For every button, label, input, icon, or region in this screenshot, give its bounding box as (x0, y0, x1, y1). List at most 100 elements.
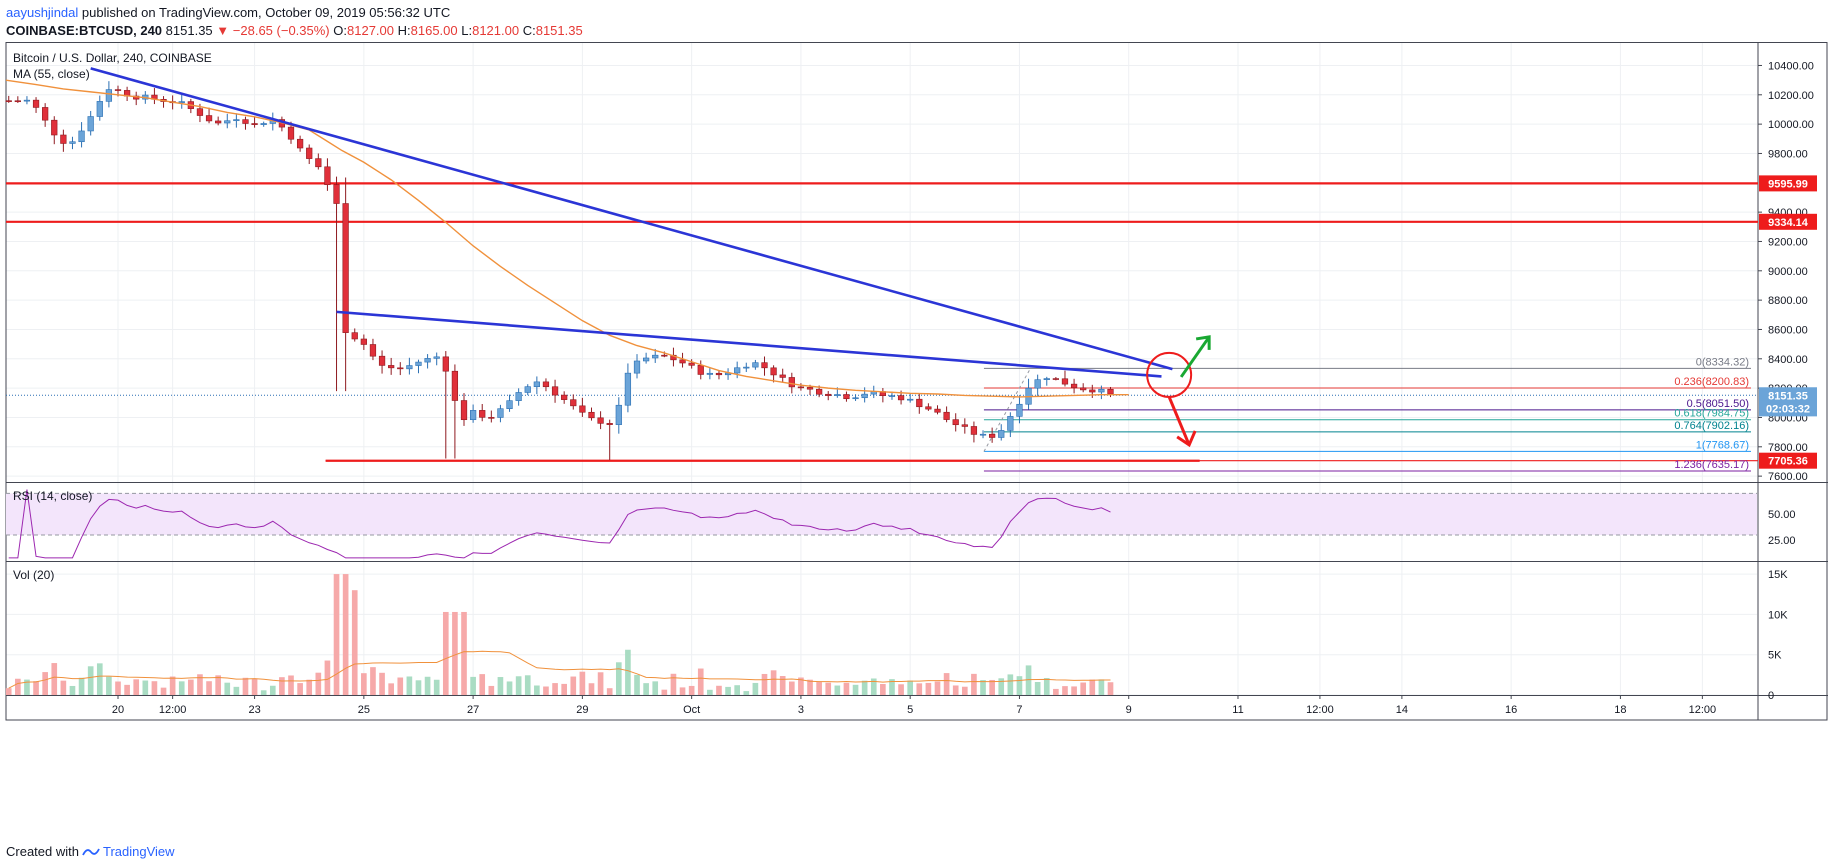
volume-bar (315, 672, 322, 695)
tradingview-link[interactable]: TradingView (102, 844, 175, 859)
change-arrow-icon: ▼ (216, 23, 230, 38)
frame-border (5, 42, 1828, 721)
candle-body (23, 99, 31, 102)
level-badge: 9595.99 (1768, 178, 1808, 190)
candle-body (5, 100, 12, 102)
candle-body (561, 394, 568, 400)
chart-title: Bitcoin / U.S. Dollar, 240, COINBASE (13, 51, 212, 65)
time-tick-label: 29 (576, 704, 588, 716)
candle-body (788, 377, 795, 388)
fib-label: 0.764(7902.16) (1674, 420, 1749, 432)
volume-bar (734, 685, 740, 695)
fib-label: 0.5(8051.50) (1687, 398, 1749, 410)
volume-bar (96, 663, 103, 695)
volume-tick-label: 0 (1768, 690, 1774, 702)
time-tick-label: 9 (1126, 704, 1132, 716)
candle-body (588, 411, 595, 419)
trendline (336, 310, 1162, 378)
candle-body (260, 123, 267, 125)
volume-bar (178, 681, 185, 695)
candle-body (551, 386, 559, 396)
time-tick-label: 16 (1505, 704, 1517, 716)
volume-bar (288, 675, 294, 695)
fib-label: 0.236(8200.83) (1674, 376, 1749, 388)
candle-body (770, 367, 777, 376)
candle-body (1016, 403, 1023, 417)
candle-body (360, 338, 367, 345)
volume-bar (743, 691, 750, 695)
time-tick-label: 3 (798, 704, 804, 716)
symbol-info: COINBASE:BTCUSD, 240 8151.35 ▼ −28.65 (−… (6, 23, 583, 38)
volume-bar (461, 611, 467, 695)
volume-bar (752, 682, 759, 695)
volume-bar (761, 673, 768, 695)
candle-body (378, 355, 386, 366)
up-arrow-shaft (1179, 336, 1211, 378)
ohlc-high-label: H: (397, 23, 411, 38)
countdown-badge-bg (1759, 400, 1817, 417)
candle-body (542, 381, 550, 388)
candle-body (397, 367, 404, 370)
candle-body (251, 123, 258, 125)
time-tick-label: 20 (112, 704, 124, 716)
volume-bar (588, 683, 595, 695)
volume-bar (506, 681, 513, 695)
candle-body (87, 116, 94, 132)
candle-body (242, 119, 249, 124)
up-arrow-head (1195, 335, 1211, 350)
candle-body (233, 119, 240, 122)
candle-body (215, 120, 222, 124)
volume-bar (397, 677, 404, 695)
volume-bar (552, 683, 558, 695)
candle-body (752, 362, 759, 368)
volume-bar (297, 683, 303, 695)
fib-label: 0.618(7984.75) (1674, 408, 1749, 420)
time-tick-label: 12:00 (1306, 704, 1334, 716)
volume-bar (1034, 682, 1041, 695)
volume-bar (898, 684, 904, 695)
candle-body (324, 166, 331, 186)
candle-body (78, 130, 85, 143)
price-tick-label: 9200.00 (1768, 236, 1808, 248)
price-tick-label: 8800.00 (1768, 295, 1808, 307)
volume-bar (142, 680, 149, 695)
candle-body (1098, 388, 1105, 393)
ohlc-low: 8121.00 (472, 23, 520, 38)
candle-body (970, 426, 978, 435)
volume-bar (224, 682, 231, 695)
candle-body (779, 374, 786, 378)
annotations (1146, 335, 1211, 448)
price-tick-label: 9000.00 (1768, 266, 1808, 278)
candle-body (843, 394, 850, 400)
candle-body (579, 405, 586, 413)
volume-bar (524, 675, 531, 695)
volume-bar (670, 673, 677, 695)
candle-body (469, 410, 477, 421)
volume-bar (333, 574, 340, 695)
candle-body (907, 398, 914, 401)
candle-body (897, 395, 905, 401)
candle-body (734, 367, 741, 374)
candle-body (333, 184, 340, 204)
candle-body (196, 108, 204, 116)
volume-bar (543, 686, 549, 695)
volume-ma-line (8, 650, 1111, 689)
volume-bar (1107, 682, 1114, 695)
fib-label: 1.236(7635.17) (1674, 459, 1749, 471)
volume-bar (916, 683, 923, 695)
candle-body (743, 366, 750, 369)
volume-bar (124, 684, 130, 695)
level-badge-bg (1759, 175, 1817, 192)
down-arrow-shaft (1167, 396, 1191, 446)
candle-body (697, 365, 704, 375)
author-link[interactable]: aayushjindal (6, 5, 79, 20)
ma-series (5, 79, 1129, 398)
candle-body (806, 387, 814, 390)
volume-bar (42, 672, 48, 695)
chart-canvas[interactable]: 0(8334.32) 0.236(8200.83) 0.5(8051.50)0.61… (0, 42, 1828, 834)
time-tick-label: Oct (683, 704, 700, 716)
volume-bar (952, 685, 959, 695)
volume-bar (515, 676, 522, 695)
ohlc-open-label: O: (333, 23, 347, 38)
volume-bar (33, 681, 39, 695)
